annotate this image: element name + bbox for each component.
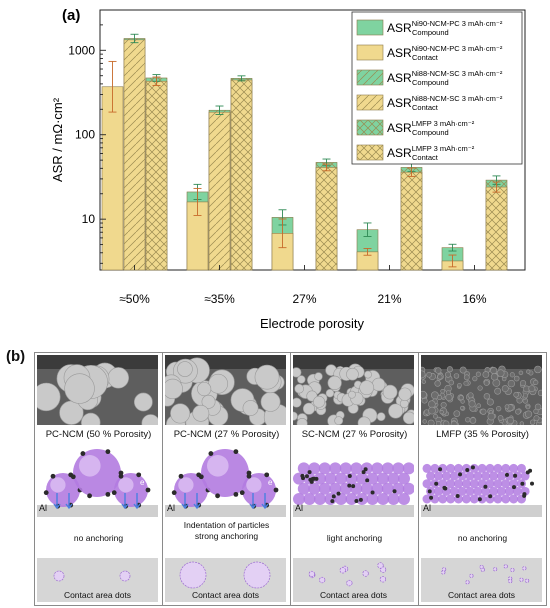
y-tick-label: 100 [75,128,95,142]
error-bar-contact-g0-c4 [448,254,457,268]
error-bar-contact-g0-c3 [363,248,372,256]
particle-scheme: e⁻ [37,445,158,555]
error-bar-compound-g2-c1 [237,75,246,82]
error-bar-contact-g0-c2 [278,218,287,249]
svg-text:e⁻: e⁻ [268,478,277,487]
schematic-tile: PC-NCM (27 % Porosity) e⁻ Al Indentation of… [162,352,291,606]
panel-b: (b) PC-NCM (50 % Porosity) e⁻ Al no anchori… [0,346,550,608]
bar-contact-g0-c0 [101,86,124,271]
x-tick-label: ≈50% [119,292,150,306]
error-bar-compound-g0-c3 [363,222,372,237]
error-bar-contact-g2-c0 [152,76,161,86]
legend-frame [351,11,523,165]
contact-area: Contact area dots [293,558,414,602]
anchoring-note: no anchoring [73,533,124,543]
contact-label: Contact area dots [447,590,516,600]
legend-swatch-hatch [357,145,383,160]
error-bar-compound-g0-c4 [448,243,457,252]
error-bar-contact-g2-c2 [322,163,331,172]
contact-label: Contact area dots [319,590,388,600]
panel-a-label: (a) [62,7,80,24]
anchoring-note: no anchoring [457,533,508,543]
contact-label: Contact area dots [191,590,260,600]
x-tick-label: ≈35% [204,292,235,306]
particle-scheme: e⁻ [165,445,286,555]
al-label: Al [39,503,48,513]
sem-image [165,355,286,425]
tile-caption: LMFP (35 % Porosity) [436,429,529,440]
legend-sublabel: Compound [412,78,449,87]
legend-swatch [356,44,384,61]
sem-image [37,355,158,425]
al-label: Al [167,503,176,513]
legend-swatch-hatch [357,120,383,135]
x-tick-label: 27% [292,292,316,306]
legend-label: ASRLMFP 3 mAh·cm⁻² [387,119,475,135]
al-label: Al [295,503,304,513]
sem-image [421,355,542,425]
tile-caption: PC-NCM (50 % Porosity) [45,429,152,440]
chart-panel-a: (a) 10 100 1000 ≈50% ≈35% 27% 21% 16% ASR / mΩ… [50,7,526,331]
contact-label: Contact area dots [63,590,132,600]
legend-label: ASRNi88-NCM-SC 3 mAh·cm⁻² [387,69,503,85]
particle-scheme [421,445,542,555]
bar-hatch-contact-g1-c0 [124,39,145,270]
error-bar-contact-g2-c4 [492,181,501,193]
error-bar-contact-g0-c0 [108,60,117,113]
legend-swatch [356,19,384,36]
legend-swatch-hatch [357,70,383,85]
error-bar-contact-g2-c3 [407,167,416,177]
legend-sublabel: Contact [412,153,439,162]
bar-hatch-contact-g2-c3 [401,172,422,270]
bar-hatch-contact-g2-c2 [316,167,337,270]
legend-label: ASRNi88-NCM-SC 3 mAh·cm⁻² [387,94,503,110]
panel-b-label: (b) [6,348,26,365]
legend-swatch-hatch [357,95,383,110]
bar-hatch-contact-g1-c1 [209,112,230,270]
contact-area: Contact area dots [37,558,158,602]
error-bar-contact-g0-c1 [193,187,202,216]
particle-scheme [293,445,415,555]
y-axis-title: ASR / mΩ·cm² [50,97,65,182]
legend-label: ASRNi90-NCM-PC 3 mAh·cm⁻² [387,44,503,60]
contact-area: Contact area dots [165,558,286,602]
error-bar-compound-g1-c0 [130,33,139,44]
error-bars-layer [108,33,501,268]
legend-label: ASRLMFP 3 mAh·cm⁻² [387,144,475,160]
anchoring-note: Indentation of particles [183,520,270,530]
y-axis: 10 100 1000 [68,9,106,264]
x-axis-title: Electrode porosity [260,316,365,331]
schematic-tile: LMFP (35 % Porosity) Al no anchoring Contac… [418,352,547,606]
bar-hatch-contact-g2-c4 [486,187,507,270]
bar-hatch-contact-g2-c1 [231,79,252,270]
legend-label: ASRNi90-NCM-PC 3 mAh·cm⁻² [387,19,503,35]
bars-layer [101,38,508,271]
plot-frame [99,9,526,271]
bar-hatch-contact-g2-c0 [146,81,167,270]
schematic-tile: SC-NCM (27 % Porosity) Al light anchoring C… [290,352,419,606]
sem-image [293,355,414,425]
legend-sublabel: Compound [412,28,449,37]
svg-text:e⁻: e⁻ [140,478,149,487]
x-axis: ≈50% ≈35% 27% 21% 16% [119,265,487,306]
x-tick-label: 16% [462,292,486,306]
tile-caption: PC-NCM (27 % Porosity) [173,429,280,440]
legend-sublabel: Contact [412,103,439,112]
schematic-tile: PC-NCM (50 % Porosity) e⁻ Al no anchoring Co… [34,352,163,606]
contact-area: Contact area dots [421,558,542,602]
anchoring-note: light anchoring [326,533,383,543]
x-tick-label: 21% [377,292,401,306]
y-tick-label: 10 [82,212,96,226]
legend: ASRNi90-NCM-PC 3 mAh·cm⁻²CompoundASRNi90… [351,11,523,165]
error-bar-compound-g1-c1 [215,105,224,115]
legend-sublabel: Contact [412,53,439,62]
legend-sublabel: Compound [412,128,449,137]
al-label: Al [423,503,432,513]
y-tick-label: 1000 [68,43,95,57]
anchoring-note-2: strong anchoring [194,531,259,541]
tile-caption: SC-NCM (27 % Porosity) [301,429,408,440]
